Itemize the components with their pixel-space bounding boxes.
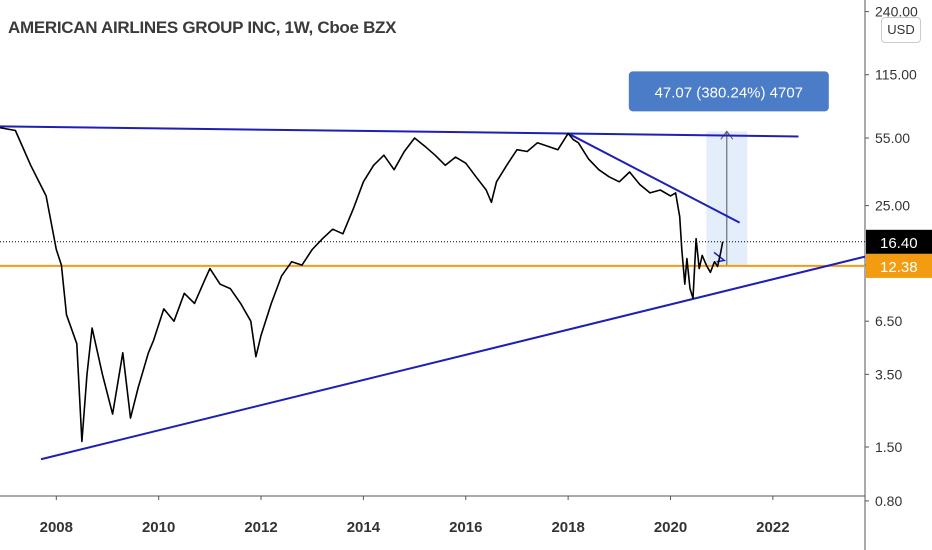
y-tick-label: 1.50 xyxy=(875,439,902,455)
price-range-label-box xyxy=(628,71,829,112)
x-tick-label: 2008 xyxy=(40,519,73,536)
trendline-1 xyxy=(0,125,799,138)
y-tick-label: 3.50 xyxy=(875,366,902,382)
price-badge-16.40 xyxy=(866,229,932,254)
y-tick-label: 240.00 xyxy=(875,4,918,20)
y-tick-label: 0.80 xyxy=(875,493,902,509)
y-tick-label: 6.50 xyxy=(875,313,902,329)
y-tick-label: 25.00 xyxy=(875,198,910,214)
chart-title: AMERICAN AIRLINES GROUP INC, 1W, Cboe BZ… xyxy=(8,18,397,37)
x-tick-label: 2018 xyxy=(551,519,584,536)
y-tick-label: 115.00 xyxy=(875,67,917,83)
trendline-3 xyxy=(567,132,741,224)
currency-button[interactable]: USD xyxy=(881,17,921,43)
x-tick-label: 2010 xyxy=(142,519,175,536)
price-range-arrowhead xyxy=(720,130,734,140)
price-badge-12.38 xyxy=(866,253,932,278)
x-tick-label: 2020 xyxy=(654,519,687,536)
x-tick-label: 2016 xyxy=(449,519,482,536)
x-tick-label: 2022 xyxy=(756,519,789,536)
x-tick-label: 2014 xyxy=(347,519,381,536)
price-range-label: 47.07 (380.24%) 4707 xyxy=(655,84,803,101)
y-tick-label: 55.00 xyxy=(875,130,910,146)
price-badge-label: 16.40 xyxy=(880,235,918,252)
price-badge-label: 12.38 xyxy=(880,259,918,276)
price-series-line xyxy=(0,126,724,443)
trendline-2 xyxy=(40,255,866,461)
x-tick-label: 2012 xyxy=(244,519,277,536)
